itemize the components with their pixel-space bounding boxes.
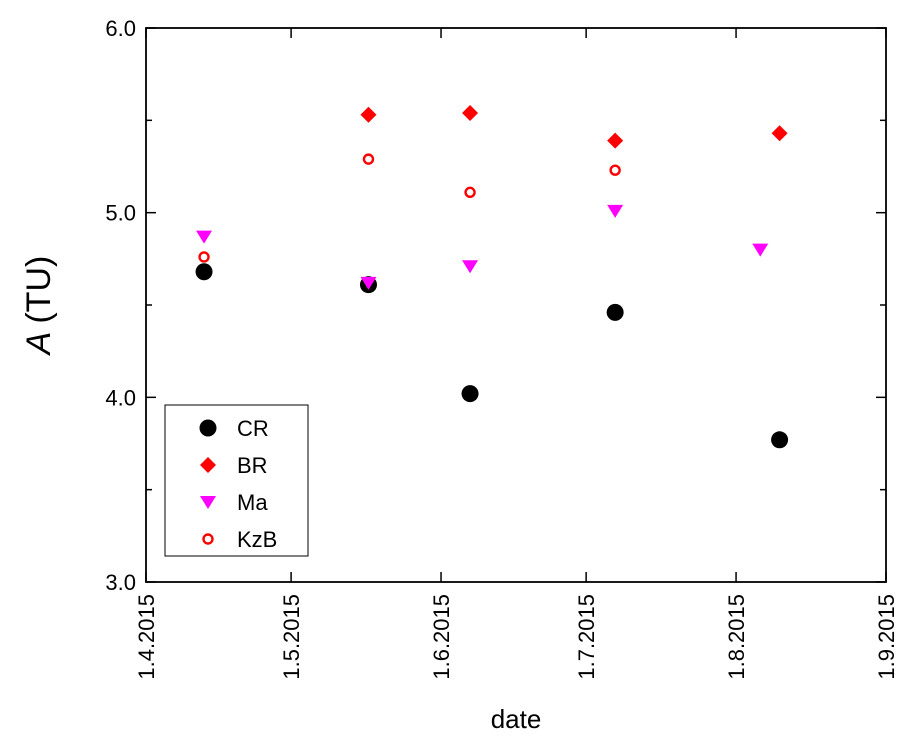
y-tick-label: 6.0 (105, 16, 136, 41)
data-point-br (462, 104, 479, 121)
data-series (195, 104, 789, 449)
x-tick-label: 1.7.2015 (574, 594, 599, 680)
x-tick-label: 1.5.2015 (279, 594, 304, 680)
x-tick-label: 1.6.2015 (429, 594, 454, 680)
legend-label-kzb: KzB (237, 527, 277, 552)
x-tick-label: 1.8.2015 (724, 594, 749, 680)
data-point-kzb (464, 186, 476, 199)
data-point-ma (752, 243, 769, 257)
legend-marker-br (200, 457, 216, 473)
data-point-ma (462, 260, 479, 274)
data-point-cr (771, 431, 789, 449)
legend-marker-cr (199, 419, 217, 437)
data-point-cr (461, 385, 479, 403)
data-point-ma (607, 204, 624, 218)
legend-label-br: BR (237, 453, 268, 478)
x-tick-label: 1.4.2015 (134, 594, 159, 680)
series-kzb (198, 153, 621, 263)
x-tick-label: 1.9.2015 (874, 594, 899, 680)
y-tick-label: 5.0 (105, 201, 136, 226)
y-tick-label: 3.0 (105, 570, 136, 595)
legend: CR BR Ma KzB (164, 404, 309, 557)
legend-marker-ma (200, 496, 216, 509)
data-point-kzb (609, 164, 621, 176)
legend-label-ma: Ma (237, 490, 268, 515)
y-axis-title: A (TU) (20, 256, 58, 357)
y-axis-unit: (TU) (20, 256, 58, 324)
series-ma (196, 204, 769, 290)
legend-marker-kzb (202, 533, 214, 545)
series-br (360, 104, 788, 149)
data-point-kzb (198, 251, 210, 263)
data-point-cr (195, 263, 213, 281)
data-point-br (360, 106, 377, 123)
data-point-ma (196, 230, 213, 244)
y-tick-label: 4.0 (105, 385, 136, 410)
legend-label-cr: CR (237, 416, 269, 441)
y-axis-symbol: A (20, 332, 58, 357)
data-point-br (607, 132, 624, 149)
data-point-ma (360, 276, 377, 290)
legend-box (164, 404, 309, 557)
data-point-br (771, 125, 788, 142)
data-point-cr (606, 303, 624, 321)
y-axis: 3.0 4.0 5.0 6.0 (105, 16, 886, 595)
x-axis-title: date (491, 704, 542, 734)
data-point-kzb (362, 153, 375, 165)
x-axis: 1.4.2015 1.5.2015 1.6.2015 1.7.2015 1.8.2015… (134, 28, 899, 680)
